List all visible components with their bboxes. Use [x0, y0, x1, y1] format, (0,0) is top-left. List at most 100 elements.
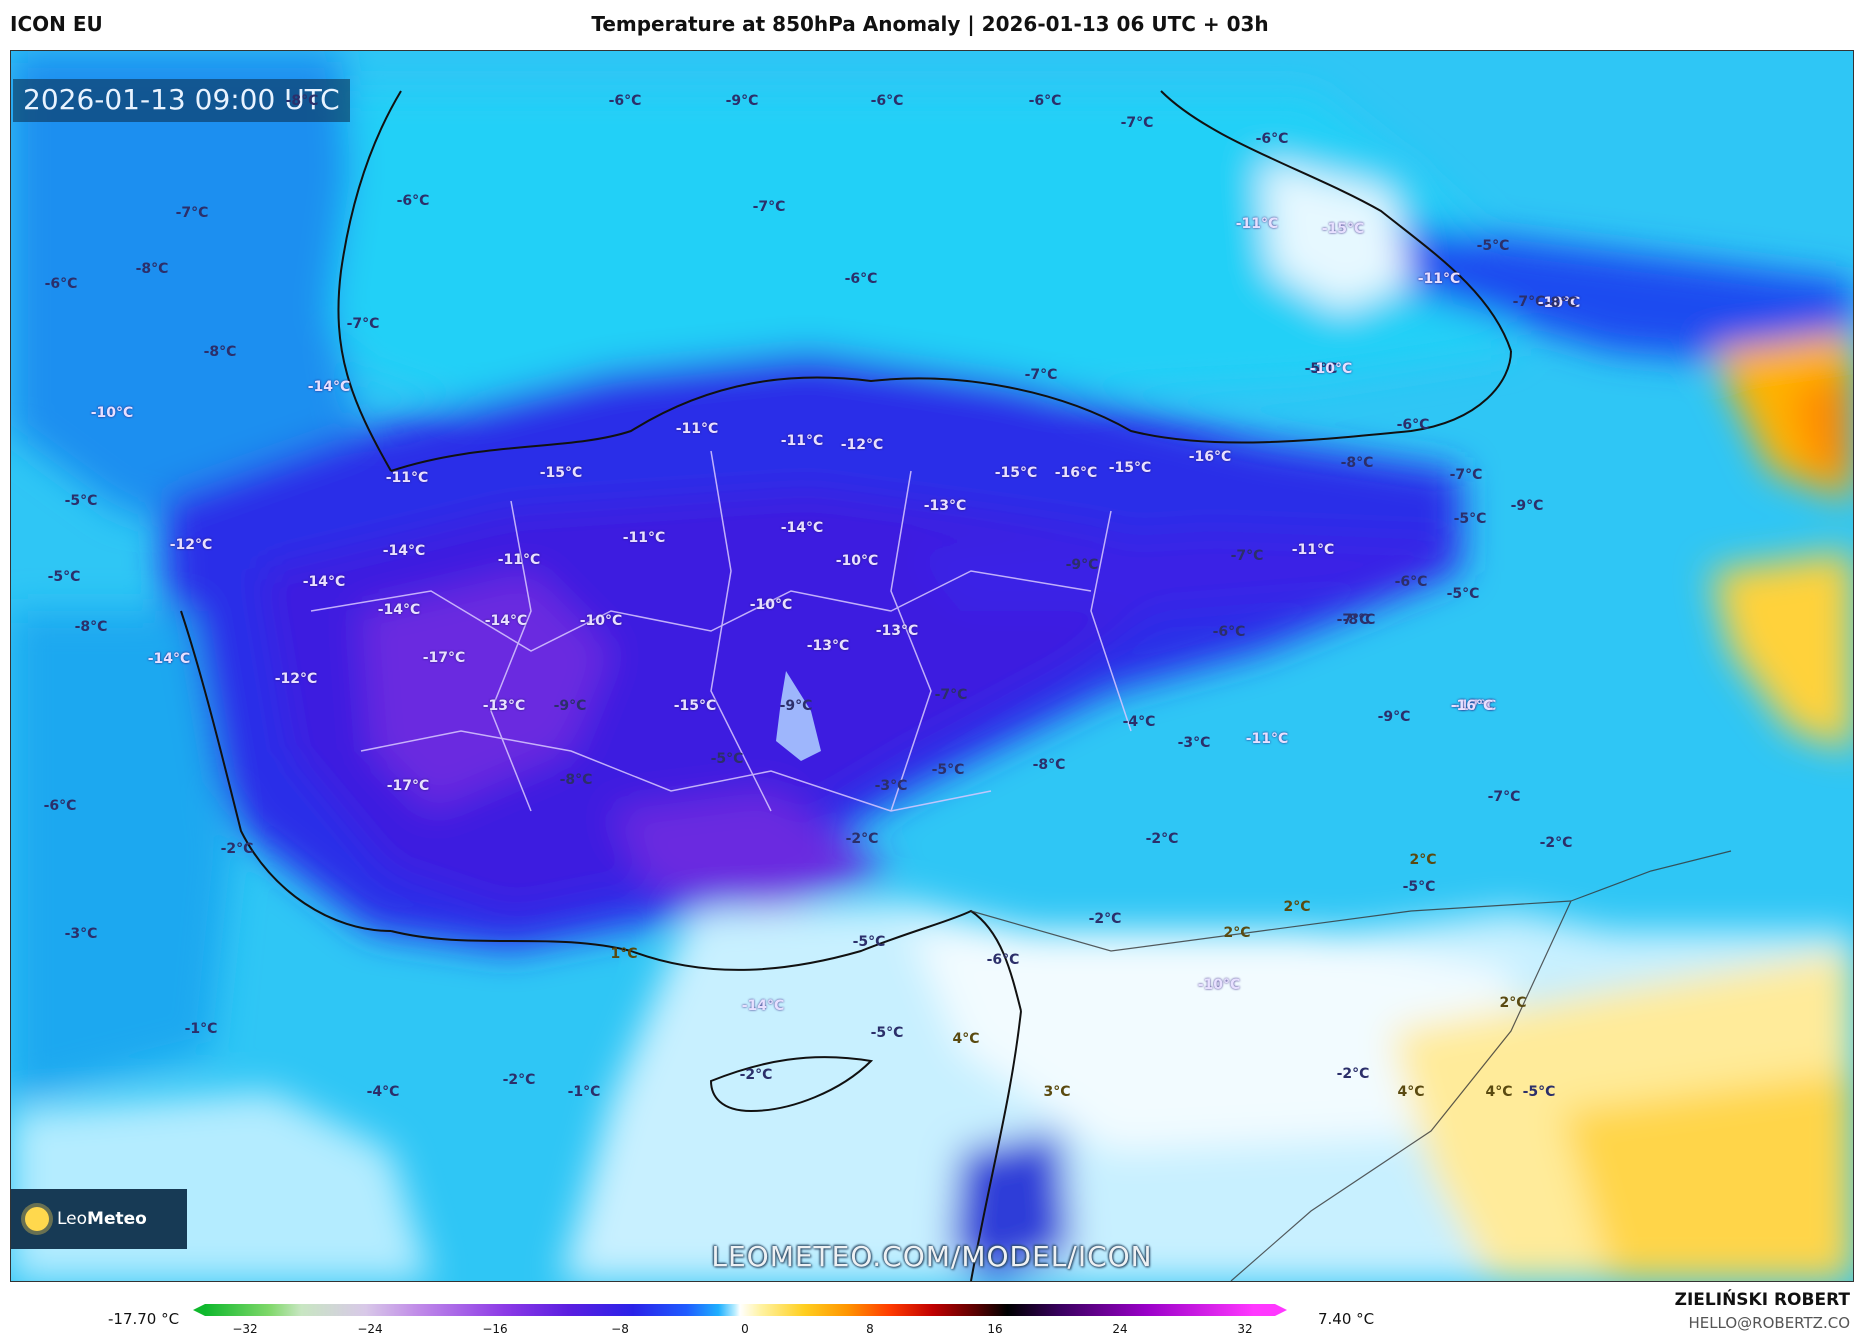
logo-text: LeoMeteo: [57, 1209, 147, 1229]
balkan-cold-field: [11, 51, 371, 531]
temperature-label: -4°C: [1122, 714, 1156, 730]
black-sea-west-coast: [337, 90, 402, 472]
temperature-label: -8°C: [135, 261, 169, 277]
temperature-label: -15°C: [994, 465, 1038, 481]
temperature-label: -4°C: [366, 1084, 400, 1100]
temperature-label: -6°C: [844, 271, 878, 287]
temperature-label: -7°C: [1230, 548, 1264, 564]
east-pontic-core: [911, 531, 1461, 611]
temperature-label: -5°C: [852, 934, 886, 950]
temperature-label: -9°C: [779, 698, 813, 714]
temperature-label: -15°C: [1321, 221, 1365, 237]
temperature-label: -11°C: [497, 552, 541, 568]
temperature-label: -7°C: [175, 205, 209, 221]
colorbar-right-arrow: [1275, 1304, 1287, 1316]
colorbar-min-label: -17.70 °C: [108, 1310, 180, 1328]
temperature-label: -6°C: [1028, 93, 1062, 109]
temperature-label: -11°C: [780, 433, 824, 449]
temperature-label: -15°C: [1108, 460, 1152, 476]
aegean-field: [11, 611, 231, 1101]
temperature-label: -10°C: [835, 553, 879, 569]
temperature-label: -2°C: [220, 841, 254, 857]
temperature-label: -2°C: [1145, 831, 1179, 847]
temperature-label: -12°C: [169, 537, 213, 553]
temperature-label: -14°C: [307, 379, 351, 395]
colorbar-left-arrow: [193, 1304, 205, 1316]
temperature-label: -2°C: [739, 1067, 773, 1083]
temperature-label: -9°C: [725, 93, 759, 109]
temperature-label: -5°C: [1476, 238, 1510, 254]
temperature-label: -11°C: [675, 421, 719, 437]
temperature-label: -2°C: [1336, 1066, 1370, 1082]
temperature-label: -11°C: [1417, 271, 1461, 287]
colorbar-gradient: [205, 1304, 1275, 1316]
temperature-label: -6°C: [44, 276, 78, 292]
temperature-label: -5°C: [1522, 1084, 1556, 1100]
colorbar-tick-label: 32: [1237, 1322, 1253, 1336]
temperature-label: -7°C: [934, 687, 968, 703]
temperature-label: -13°C: [482, 698, 526, 714]
temperature-label: -10°C: [1197, 977, 1241, 993]
coastlines: [180, 90, 1512, 1281]
temperature-label: -3°C: [874, 778, 908, 794]
colorbar-tick-label: 24: [1112, 1322, 1128, 1336]
iraq-warmer-field: [1561, 1071, 1853, 1281]
colorbar-tick-label: −24: [357, 1322, 383, 1336]
temperature-label: -16°C: [1188, 449, 1232, 465]
temperature-label: -11°C: [1245, 731, 1289, 747]
black-sea-south-coast: [390, 350, 1512, 472]
temperature-label: -5°C: [710, 751, 744, 767]
temperature-label: -2°C: [1539, 835, 1573, 851]
temperature-label: -8°C: [1340, 455, 1374, 471]
temperature-label: -7°C: [752, 199, 786, 215]
temperature-label: -17°C: [386, 778, 430, 794]
temperature-label: -6°C: [1255, 131, 1289, 147]
temperature-label: -11°C: [385, 470, 429, 486]
temperature-label: -7°C: [1336, 612, 1370, 628]
temperature-label: -14°C: [780, 520, 824, 536]
temperature-label: -7°C: [1120, 115, 1154, 131]
temperature-label: -8°C: [285, 93, 319, 109]
temperature-label: -5°C: [1453, 511, 1487, 527]
temperature-label: -8°C: [1032, 757, 1066, 773]
temperature-label: -2°C: [845, 831, 879, 847]
temperature-label: -6°C: [608, 93, 642, 109]
colorbar-tick-label: −8: [611, 1322, 629, 1336]
temperature-label: -14°C: [741, 998, 785, 1014]
temperature-label: 3°C: [1043, 1084, 1071, 1100]
sun-icon: [25, 1207, 49, 1231]
weather-map[interactable]: 2026-01-13 09:00 UTC -6°C -9°C -6°C -6°C -7°…: [10, 50, 1854, 1282]
levant-cold-pocket: [951, 1131, 1071, 1281]
temperature-label: -5°C: [870, 1025, 904, 1041]
temperature-label: -10°C: [749, 597, 793, 613]
temperature-label: -10°C: [579, 613, 623, 629]
temperature-label: -14°C: [377, 602, 421, 618]
temperature-label: -12°C: [274, 671, 318, 687]
temperature-label: 2°C: [1499, 995, 1527, 1011]
temperature-label: -1°C: [184, 1021, 218, 1037]
temperature-label: -2°C: [502, 1072, 536, 1088]
province-borders: [310, 450, 1132, 812]
syria-neutral-field: [911, 931, 1511, 1151]
temperature-label: -14°C: [484, 613, 528, 629]
temperature-label: -8°C: [1544, 295, 1578, 311]
temperature-label: 4°C: [1397, 1084, 1425, 1100]
temperature-label: -14°C: [382, 543, 426, 559]
temperature-label: -6°C: [1212, 624, 1246, 640]
country-borders: [970, 850, 1732, 1281]
temperature-label: -10°C: [1537, 295, 1581, 311]
temperature-label: -10°C: [1309, 361, 1353, 377]
colorbar-tick-label: 0: [741, 1322, 749, 1336]
leometeo-logo[interactable]: LeoMeteo: [11, 1189, 187, 1249]
temperature-label: -6°C: [986, 952, 1020, 968]
temperature-label: -5°C: [931, 762, 965, 778]
temperature-label: -5°C: [64, 493, 98, 509]
temperature-label: -15°C: [673, 698, 717, 714]
temperature-label: -6°C: [870, 93, 904, 109]
author-email[interactable]: HELLO@ROBERTZ.CO: [1688, 1314, 1850, 1332]
temperature-label: 4°C: [1485, 1084, 1513, 1100]
caucasus-warm-2: [1711, 551, 1853, 751]
temperature-label: -17°C: [1453, 698, 1497, 714]
temperature-label: -7°C: [1024, 367, 1058, 383]
purple-core-1: [361, 571, 611, 811]
